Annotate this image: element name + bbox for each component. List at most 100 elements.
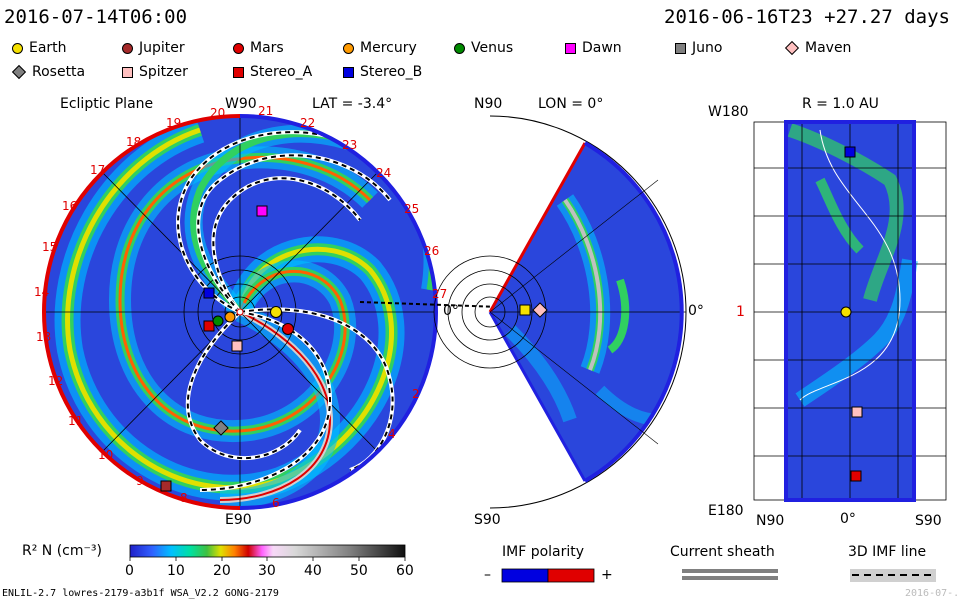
stereo-b-marker-icon bbox=[343, 66, 354, 78]
legend-mercury: Mercury bbox=[343, 39, 417, 57]
mercury-marker-icon bbox=[343, 42, 354, 54]
stereo-a-radial-marker bbox=[850, 470, 862, 482]
earth-radial-marker bbox=[840, 306, 852, 318]
colorbar-tick: 40 bbox=[304, 563, 322, 579]
tick-label: 9 bbox=[136, 474, 144, 488]
radial-n90: N90 bbox=[756, 513, 785, 529]
imf-positive-bar bbox=[547, 568, 595, 583]
imf-polarity-title: IMF polarity bbox=[502, 544, 585, 560]
tick-label: 17 bbox=[90, 163, 106, 177]
legend-label: Mars bbox=[250, 40, 284, 56]
colorbar-tick: 0 bbox=[125, 563, 134, 579]
ecliptic-title: Ecliptic Plane bbox=[60, 96, 154, 112]
colorbar-tick: 20 bbox=[213, 563, 231, 579]
current-sheath-line-icon bbox=[682, 569, 778, 573]
tick-label: 19 bbox=[166, 116, 182, 130]
imf-plus: + bbox=[601, 567, 613, 583]
tick-label: 15 bbox=[42, 240, 58, 254]
tick-label: 24 bbox=[376, 166, 392, 180]
colorbar-label: R² N (cm⁻³) bbox=[22, 543, 102, 559]
legend-juno: Juno bbox=[675, 39, 722, 57]
legend-label: Jupiter bbox=[139, 40, 185, 56]
spitzer-marker-icon bbox=[122, 66, 133, 78]
dawn-marker-icon bbox=[565, 42, 576, 54]
earth-meridional-marker bbox=[519, 304, 531, 316]
spitzer-radial-marker bbox=[851, 406, 863, 418]
mars-marker bbox=[282, 323, 294, 335]
maven-meridional-marker bbox=[532, 302, 548, 318]
imf-negative-bar bbox=[501, 568, 549, 583]
stereo-b-marker bbox=[203, 287, 215, 299]
legend-label: Rosetta bbox=[32, 64, 86, 80]
legend-mars: Mars bbox=[233, 39, 284, 57]
footer-model-info: ENLIL-2.7 lowres-2179-a3b1f WSA_V2.2 GON… bbox=[2, 588, 279, 599]
earth-marker-icon bbox=[12, 42, 23, 54]
ecliptic-e90: E90 bbox=[225, 512, 252, 528]
meridional-n90: N90 bbox=[474, 96, 503, 112]
spitzer-marker bbox=[231, 340, 243, 352]
radial-map-plot bbox=[753, 120, 947, 502]
tick-label: 21 bbox=[258, 104, 274, 118]
ecliptic-lat: LAT = -3.4° bbox=[312, 96, 393, 112]
legend-earth: Earth bbox=[12, 39, 67, 57]
radial-0deg: 0° bbox=[840, 511, 856, 527]
rosetta-marker bbox=[213, 420, 229, 436]
venus-marker-icon bbox=[454, 42, 465, 54]
tick-label: 12 bbox=[48, 374, 64, 388]
colorbar-tick: 50 bbox=[350, 563, 368, 579]
tick-label: 10 bbox=[98, 448, 114, 462]
colorbar-tick: 60 bbox=[396, 563, 414, 579]
current-sheath-title: Current sheath bbox=[670, 544, 775, 560]
colorbar-tick: 30 bbox=[258, 563, 276, 579]
sun-marker bbox=[236, 308, 244, 316]
colorbar bbox=[129, 544, 406, 558]
legend-label: Dawn bbox=[582, 40, 622, 56]
mercury-marker bbox=[224, 311, 236, 323]
dawn-marker bbox=[256, 205, 268, 217]
earth-marker bbox=[270, 306, 282, 318]
colorbar-tick: 10 bbox=[167, 563, 185, 579]
radial-e180: E180 bbox=[708, 503, 744, 519]
legend-rosetta: Rosetta bbox=[11, 63, 86, 81]
tick-label: 14 bbox=[34, 285, 50, 299]
radial-s90: S90 bbox=[915, 513, 942, 529]
imf-line-title: 3D IMF line bbox=[848, 544, 927, 560]
legend-venus: Venus bbox=[454, 39, 513, 57]
legend-label: Venus bbox=[471, 40, 514, 56]
tick-label: 25 bbox=[404, 202, 420, 216]
legend-jupiter: Jupiter bbox=[122, 39, 185, 57]
jupiter-marker-icon bbox=[122, 42, 133, 54]
stereo-a-marker bbox=[203, 320, 215, 332]
left-timestamp: 2016-07-14T06:00 bbox=[4, 6, 188, 28]
tick-label: 23 bbox=[342, 138, 358, 152]
juno-marker-icon bbox=[675, 42, 686, 54]
tick-label: 16 bbox=[62, 199, 78, 213]
tick-label: 26 bbox=[424, 244, 440, 258]
legend-label: Mercury bbox=[360, 40, 417, 56]
venus-marker bbox=[212, 315, 224, 327]
tick-label: 8 bbox=[180, 491, 188, 505]
tick-label: 20 bbox=[210, 106, 226, 120]
stereo-b-radial-marker bbox=[844, 146, 856, 158]
legend-maven: Maven bbox=[784, 39, 852, 57]
meridional-plot bbox=[433, 115, 687, 509]
tick-label: 27 bbox=[432, 287, 448, 301]
tick-label: 13 bbox=[36, 330, 52, 344]
legend-label: Earth bbox=[29, 40, 67, 56]
legend-label: Maven bbox=[805, 40, 852, 56]
meridional-0deg: 0° bbox=[688, 303, 704, 319]
footer-right: 2016-07-... bbox=[905, 588, 960, 599]
tick-label: 4 bbox=[388, 427, 396, 441]
tick-label: 11 bbox=[68, 414, 84, 428]
imf-minus: – bbox=[484, 567, 491, 583]
legend-label: Spitzer bbox=[139, 64, 188, 80]
tick-label: 6 bbox=[272, 496, 280, 510]
legend-stereo-b: Stereo_B bbox=[343, 63, 422, 81]
ecliptic-plane-plot bbox=[42, 114, 501, 510]
jupiter-marker bbox=[160, 480, 172, 492]
legend-stereo-a: Stereo_A bbox=[233, 63, 312, 81]
right-timestamp: 2016-06-16T23 +27.27 days bbox=[664, 6, 950, 28]
meridional-s90: S90 bbox=[474, 512, 501, 528]
tick-label: 18 bbox=[126, 135, 142, 149]
